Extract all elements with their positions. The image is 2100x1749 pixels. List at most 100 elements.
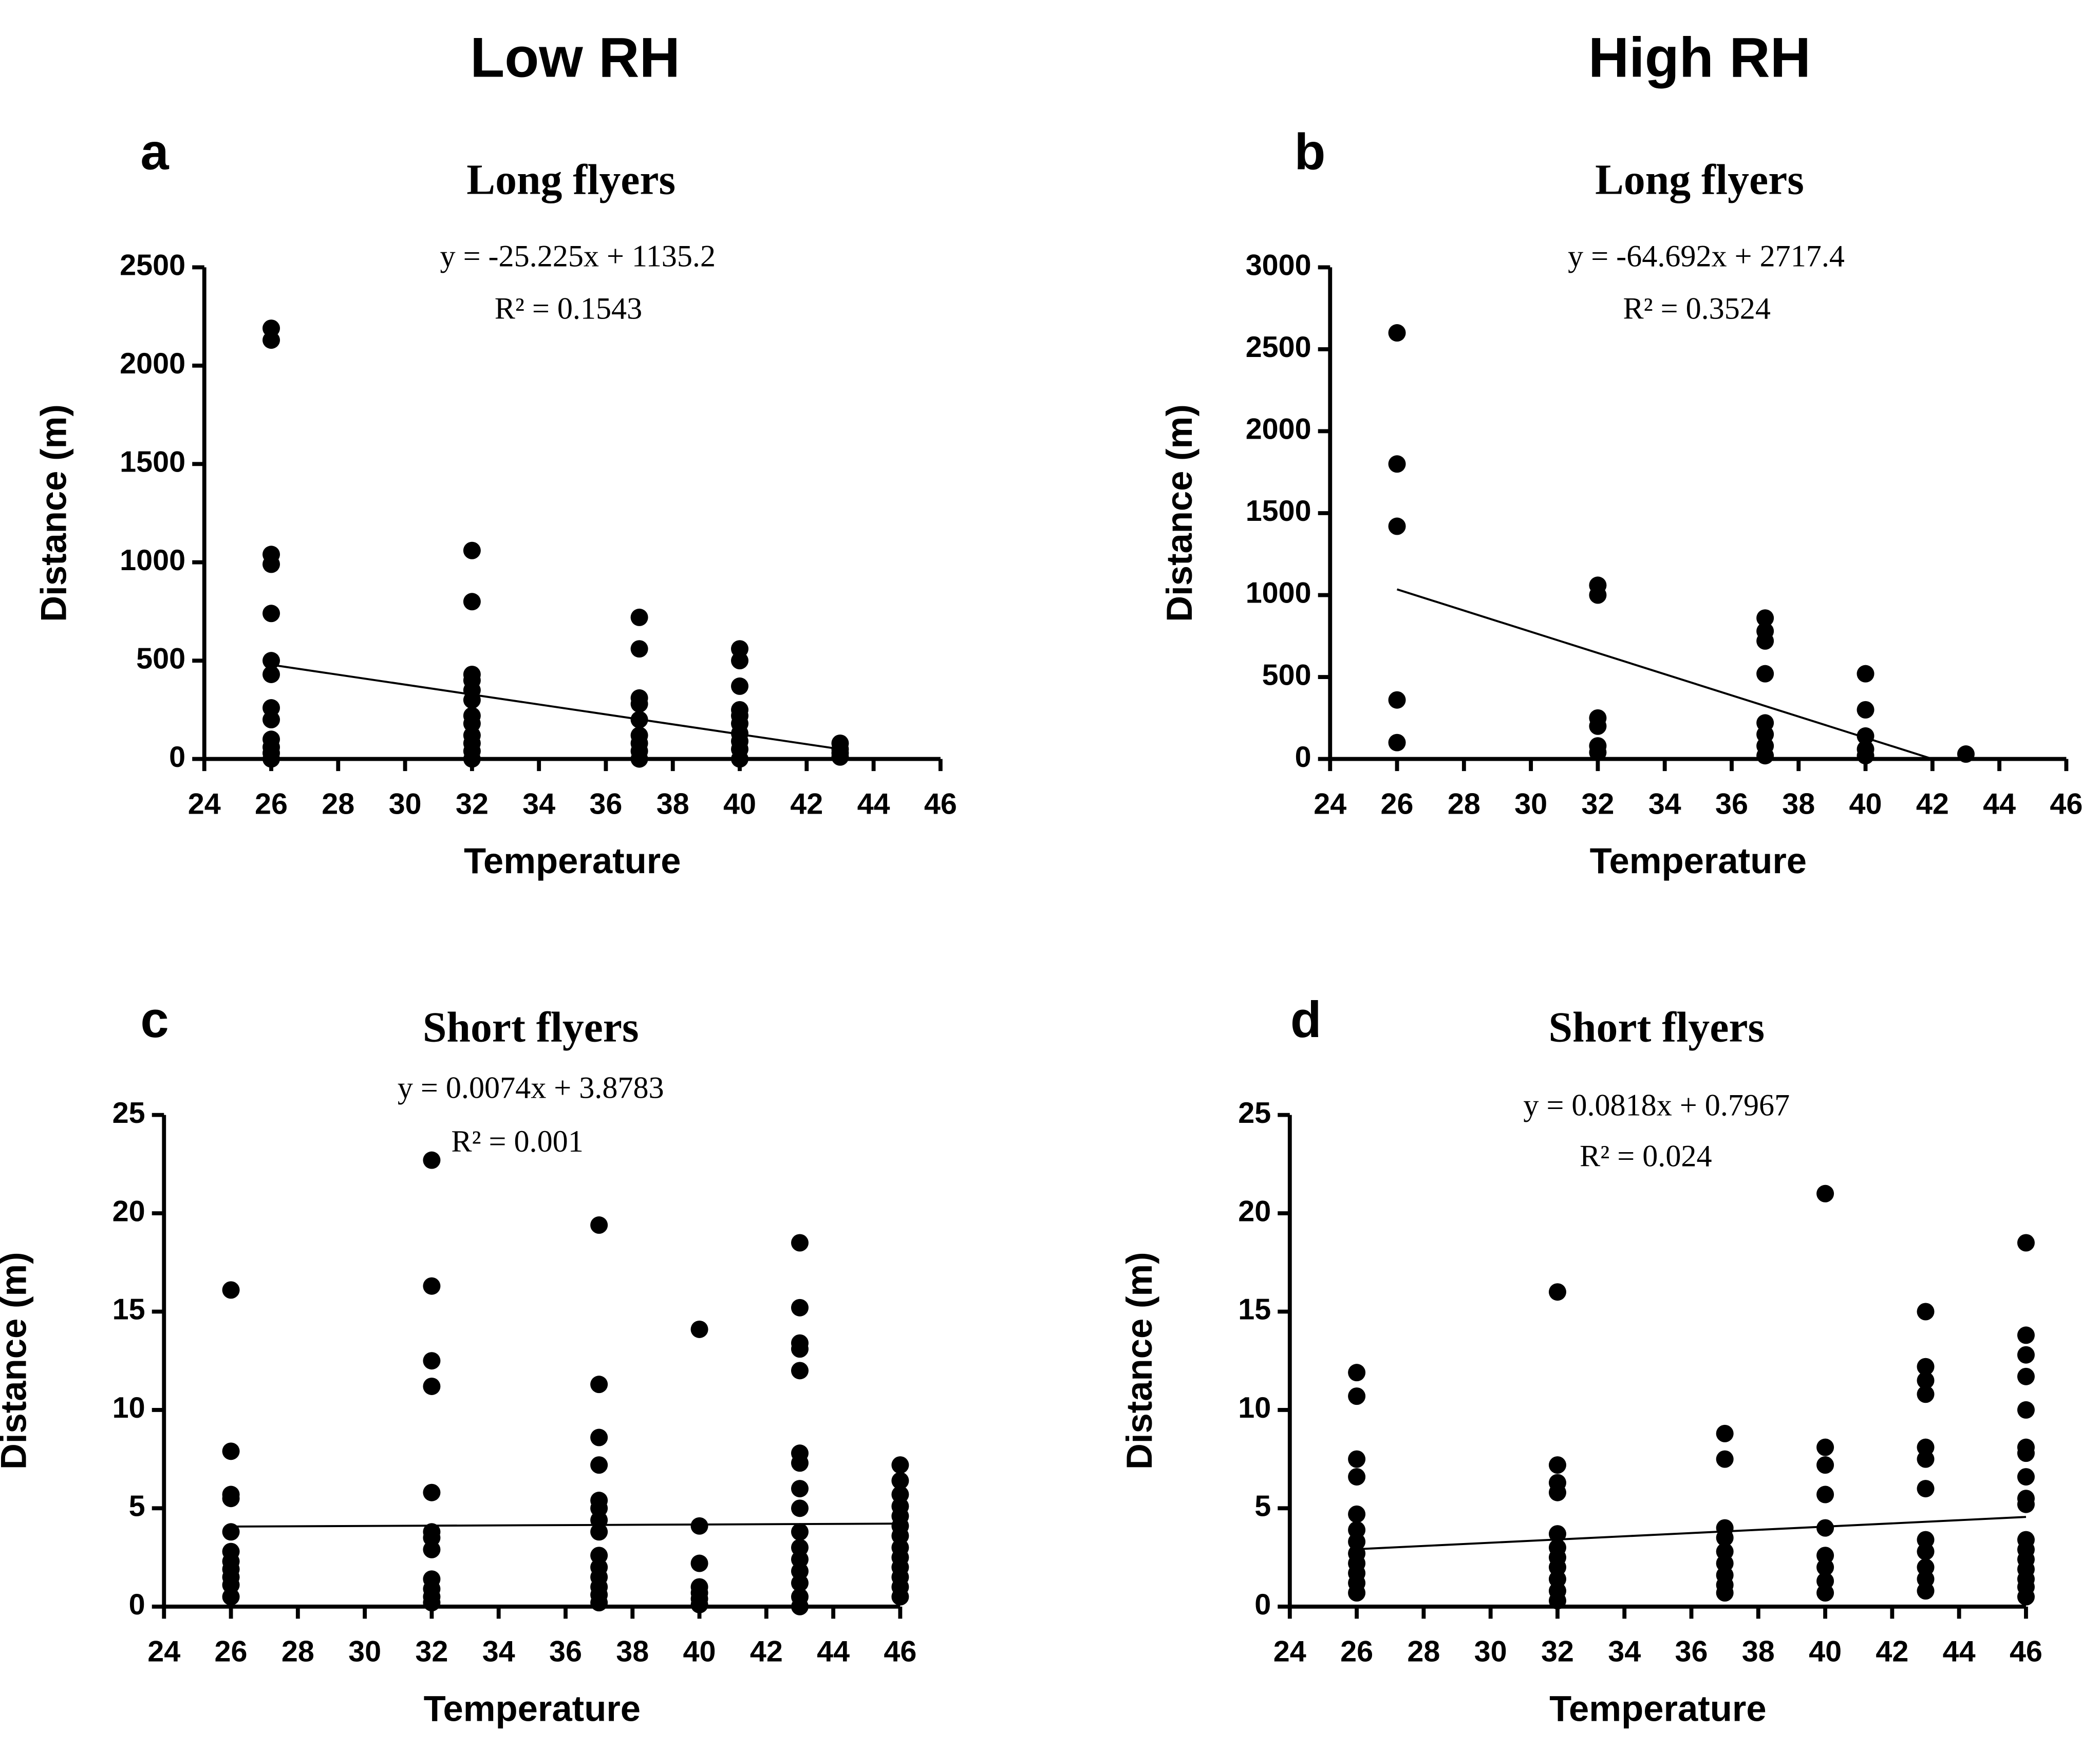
y-axis-label: Distance (m) [33,404,74,622]
x-tick-label: 40 [1849,787,1882,820]
point [690,1595,708,1613]
point [1857,701,1874,719]
point [891,1588,909,1606]
point [423,1352,441,1370]
y-tick-label: 2500 [1246,331,1311,364]
point [423,1277,441,1295]
x-tick-label: 34 [522,787,555,820]
point [1756,665,1774,683]
x-tick-label: 36 [549,1635,582,1668]
point [2017,1234,2035,1252]
y-tick-label: 15 [113,1293,145,1326]
x-tick-label: 28 [1448,787,1480,820]
point [1348,1387,1366,1405]
x-tick-label: 42 [1876,1635,1908,1668]
x-tick-label: 38 [1742,1635,1775,1668]
x-tick-label: 42 [790,787,823,820]
panel-letter: b [1295,124,1326,181]
point [1348,1505,1366,1523]
y-tick-label: 0 [1295,741,1311,774]
x-tick-label: 30 [1514,787,1547,820]
point [791,1499,809,1517]
point [423,1377,441,1395]
point [1917,1480,1935,1498]
point [1917,1303,1935,1321]
point [423,1151,441,1169]
x-tick-label: 32 [1581,787,1614,820]
x-tick-label: 44 [817,1635,850,1668]
point [590,1594,608,1612]
point [2017,1588,2035,1606]
point [791,1454,809,1472]
x-tick-label: 26 [255,787,288,820]
trend-line [1357,1516,2027,1550]
annotation: y = -25.225x + 1135.2 [440,239,716,274]
x-tick-label: 38 [616,1635,649,1668]
point [1716,1584,1734,1602]
point [222,1490,240,1508]
point [423,1594,441,1612]
point [1589,586,1607,604]
point [1816,1438,1834,1456]
annotation: R² = 0.1543 [495,292,642,326]
point [891,1472,909,1490]
point [1917,1358,1935,1376]
x-axis-label: Temperature [1549,1688,1766,1728]
x-axis-label: Temperature [424,1688,641,1728]
chart-title: Long flyers [1595,156,1804,203]
x-tick-label: 30 [389,787,422,820]
point [791,1299,809,1317]
point [1917,1582,1935,1600]
x-tick-label: 44 [1983,787,2016,820]
point [690,1554,708,1572]
x-tick-label: 46 [2010,1635,2042,1668]
trend-line [1396,588,1933,760]
chart-title: Short flyers [423,1004,639,1051]
panel-letter: a [140,124,169,181]
point [1589,743,1607,761]
x-tick-label: 34 [482,1635,515,1668]
point [590,1523,608,1541]
point [1816,1456,1834,1474]
annotation: R² = 0.001 [451,1124,583,1159]
point [262,665,280,683]
x-tick-label: 24 [147,1635,180,1668]
x-tick-label: 26 [1340,1635,1373,1668]
x-tick-label: 30 [348,1635,381,1668]
point [1388,691,1406,709]
y-tick-label: 1500 [120,445,185,478]
point [630,608,648,626]
x-tick-label: 28 [282,1635,314,1668]
point [463,750,481,768]
x-tick-label: 40 [683,1635,716,1668]
point [630,750,648,768]
point [262,555,280,573]
y-tick-label: 25 [113,1097,145,1130]
y-tick-label: 0 [169,741,185,774]
column-title: High RH [1588,26,1811,89]
point [1857,747,1874,765]
point [1957,745,1975,763]
point [2017,1495,2035,1513]
point [1348,1450,1366,1468]
point [1348,1364,1366,1382]
point [2017,1367,2035,1385]
point [1857,727,1874,745]
y-tick-label: 5 [129,1490,145,1523]
point [1388,734,1406,751]
point [1548,1283,1566,1301]
point [262,750,280,768]
point [423,1540,441,1558]
point [222,1442,240,1460]
x-tick-label: 42 [750,1635,783,1668]
annotation: R² = 0.024 [1580,1139,1712,1174]
point [1716,1424,1734,1442]
x-tick-label: 26 [215,1635,248,1668]
point [690,1517,708,1535]
x-tick-label: 32 [456,787,489,820]
x-tick-label: 40 [1809,1635,1842,1668]
y-tick-label: 500 [1262,659,1311,691]
y-tick-label: 1000 [1246,577,1311,610]
point [630,640,648,658]
y-tick-label: 25 [1238,1097,1271,1130]
